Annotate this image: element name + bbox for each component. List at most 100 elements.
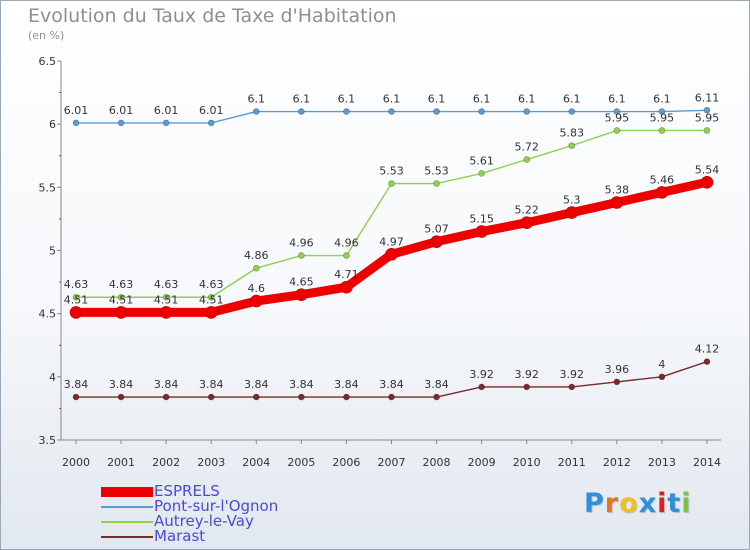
data-point bbox=[385, 247, 398, 261]
data-label: 6.1 bbox=[248, 93, 266, 106]
x-tick-label: 2013 bbox=[648, 456, 676, 469]
data-label: 5.95 bbox=[695, 111, 720, 124]
data-label: 5.72 bbox=[514, 141, 539, 154]
data-point bbox=[565, 206, 579, 219]
logo-letter: P bbox=[584, 488, 605, 519]
data-label: 4.96 bbox=[334, 237, 359, 250]
data-label: 6.01 bbox=[109, 104, 134, 117]
data-point bbox=[204, 306, 218, 319]
data-label: 5.53 bbox=[379, 165, 404, 178]
data-point bbox=[69, 306, 83, 319]
data-point bbox=[340, 280, 353, 294]
data-label: 6.01 bbox=[64, 104, 89, 117]
legend-label: Marast bbox=[154, 527, 206, 545]
x-tick-label: 2012 bbox=[603, 456, 631, 469]
data-point bbox=[703, 127, 711, 134]
series-pont-sur-l-ognon bbox=[72, 106, 711, 127]
data-point bbox=[298, 252, 305, 259]
data-point bbox=[343, 393, 350, 401]
data-point bbox=[658, 108, 666, 115]
logo-letter: t bbox=[667, 488, 682, 519]
data-label: 6.1 bbox=[338, 93, 356, 106]
data-point bbox=[114, 306, 128, 319]
data-point bbox=[388, 180, 395, 187]
y-tick-label: 4 bbox=[49, 371, 56, 384]
logo-letter: r bbox=[604, 488, 620, 519]
logo-letter: o bbox=[619, 488, 639, 519]
data-point bbox=[159, 306, 173, 319]
x-tick-label: 2009 bbox=[468, 456, 496, 469]
data-point bbox=[298, 393, 305, 401]
x-tick-label: 2014 bbox=[693, 456, 721, 469]
data-point bbox=[478, 170, 485, 177]
logo-letter: i bbox=[681, 488, 692, 519]
data-label: 3.84 bbox=[424, 378, 449, 391]
data-label: 4.63 bbox=[154, 278, 179, 291]
data-point bbox=[162, 293, 170, 301]
x-tick-label: 2006 bbox=[332, 456, 360, 469]
data-point bbox=[117, 119, 125, 127]
data-point bbox=[207, 393, 215, 401]
data-point bbox=[72, 393, 80, 401]
data-label: 6.1 bbox=[383, 93, 401, 106]
data-point bbox=[207, 293, 215, 301]
data-label: 4.51 bbox=[109, 293, 134, 306]
data-point bbox=[162, 119, 170, 127]
legend-label: Pont-sur-l'Ognon bbox=[154, 497, 279, 515]
data-point bbox=[117, 293, 125, 301]
legend-label: ESPRELS bbox=[154, 482, 220, 500]
data-label: 3.84 bbox=[334, 378, 359, 391]
y-tick-label: 6 bbox=[49, 118, 56, 131]
y-tick-label: 6.5 bbox=[39, 55, 57, 68]
data-point bbox=[568, 383, 576, 391]
data-point bbox=[613, 127, 621, 134]
data-label: 3.84 bbox=[244, 378, 269, 391]
data-label: 4.6 bbox=[248, 282, 266, 295]
logo-letter: i bbox=[657, 488, 668, 519]
data-label: 5.46 bbox=[650, 173, 675, 186]
data-label: 5.83 bbox=[560, 127, 585, 140]
data-point bbox=[613, 108, 621, 115]
y-tick-label: 3.5 bbox=[39, 434, 57, 447]
data-label: 4.51 bbox=[154, 293, 179, 306]
data-label: 4.51 bbox=[64, 293, 89, 306]
data-label: 6.1 bbox=[428, 93, 446, 106]
data-point bbox=[523, 108, 531, 115]
data-point bbox=[703, 358, 711, 365]
data-label: 6.1 bbox=[473, 93, 491, 106]
data-label: 5.61 bbox=[469, 154, 494, 167]
data-point bbox=[343, 252, 350, 259]
data-point bbox=[252, 108, 260, 115]
data-label: 3.84 bbox=[289, 378, 314, 391]
data-label: 5.53 bbox=[424, 165, 449, 178]
data-label: 6.1 bbox=[653, 93, 671, 106]
data-label: 5.95 bbox=[605, 111, 630, 124]
data-point bbox=[117, 393, 125, 401]
legend-swatch bbox=[101, 506, 153, 508]
x-tick-label: 2011 bbox=[558, 456, 586, 469]
data-label: 5.54 bbox=[695, 163, 720, 176]
data-point bbox=[430, 235, 443, 248]
data-point bbox=[610, 196, 624, 209]
x-tick-label: 2000 bbox=[62, 456, 90, 469]
data-label: 5.3 bbox=[563, 194, 581, 207]
data-label: 4.12 bbox=[695, 343, 720, 356]
data-point bbox=[295, 288, 308, 302]
x-tick-label: 2003 bbox=[197, 456, 225, 469]
data-point bbox=[568, 108, 576, 115]
data-point bbox=[207, 119, 215, 127]
data-point bbox=[249, 294, 263, 308]
data-point bbox=[433, 393, 440, 401]
data-label: 5.15 bbox=[469, 213, 494, 226]
data-point bbox=[252, 264, 260, 272]
data-point bbox=[655, 186, 669, 199]
chart-subtitle: (en %) bbox=[28, 29, 65, 42]
data-label: 6.1 bbox=[563, 93, 581, 106]
data-point bbox=[343, 108, 350, 115]
x-tick-label: 2010 bbox=[513, 456, 541, 469]
data-label: 6.11 bbox=[695, 91, 720, 104]
data-point bbox=[433, 108, 440, 115]
legend-swatch bbox=[101, 521, 153, 523]
